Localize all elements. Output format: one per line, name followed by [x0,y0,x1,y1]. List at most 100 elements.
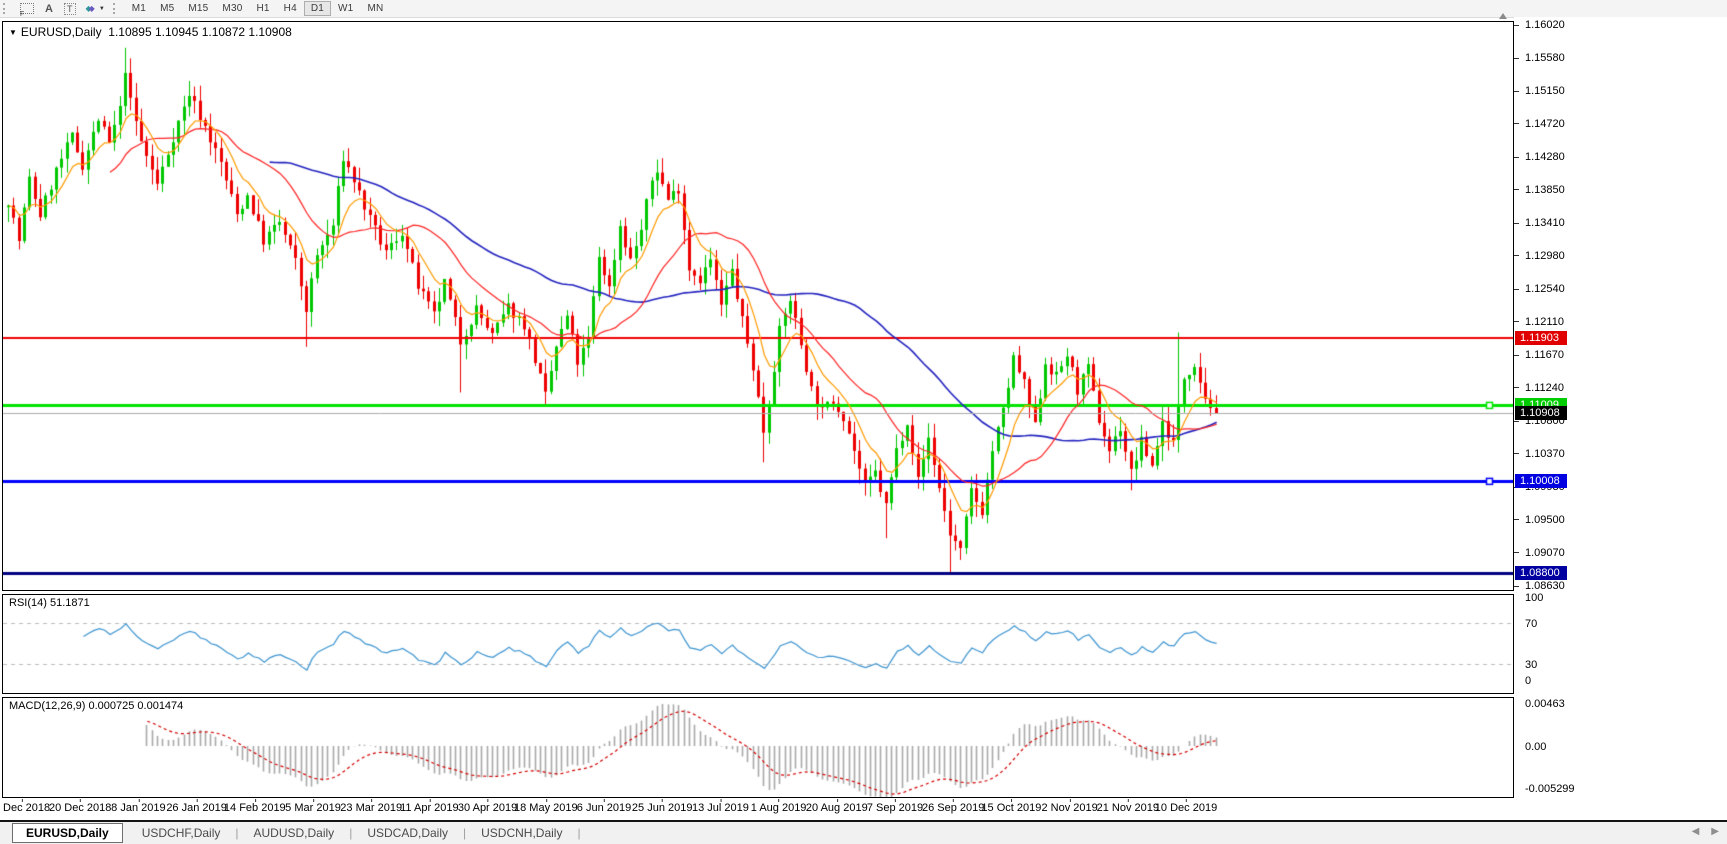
timeframe-toolbar: M1 M5 M15 M30 H1 H4 D1 W1 MN [125,1,391,16]
tab-scroll-left-icon[interactable]: ◀ [1691,826,1700,837]
date-tick-label: 6 Jun 2019 [577,799,631,814]
rsi-indicator-panel: RSI(14) 51.1871 [2,594,1514,694]
price-tick-label: 1.08630 [1514,580,1565,592]
tick-dash [1514,24,1519,26]
text-tool-button[interactable]: A [39,1,59,16]
hline-price-label: 1.08800 [1515,566,1567,581]
timeframe-button-w1[interactable]: W1 [331,1,360,16]
date-tick-label: 1 Aug 2019 [751,799,806,814]
tick-dash [1514,288,1519,290]
toolbar-drag-handle[interactable] [3,3,10,14]
arrows-tool-button[interactable]: ◆◆ ▼ [81,1,110,16]
price-tick-label: 1.09500 [1514,514,1565,526]
tab-scroll-right-icon[interactable]: ▶ [1711,826,1719,837]
chart-title: ▼ EURUSD,Daily 1.10895 1.10945 1.10872 1.… [9,25,292,39]
chart-symbol-label: EURUSD,Daily [20,25,102,39]
date-tick-label: 20 Dec 2018 [49,799,111,814]
bid-price-label: 1.10908 [1515,406,1567,421]
price-tick-label: 1.12540 [1514,283,1565,295]
price-tick-label: 1.12980 [1514,250,1565,262]
tick-dash [1514,420,1519,422]
candlestick-chart[interactable] [3,22,1513,590]
tick-dash [1514,453,1519,455]
chart-tab-eurusd[interactable]: EURUSD,Daily [12,823,123,843]
chart-ohlc-values: 1.10895 1.10945 1.10872 1.10908 [108,25,292,39]
macd-tick-label: 0.00463 [1525,698,1565,710]
chart-tab-usdcnh[interactable]: USDCNH,Daily [481,826,563,840]
timeframe-button-h1[interactable]: H1 [249,1,276,16]
price-tick-label: 1.11670 [1514,349,1564,361]
tick-dash [1514,222,1519,224]
macd-tick-label: 0.00 [1525,741,1547,753]
chart-tab-usdcad[interactable]: USDCAD,Daily [367,826,448,840]
timeframe-button-d1[interactable]: D1 [303,1,332,16]
chart-menu-arrow-icon[interactable]: ▼ [9,28,17,37]
hline-price-label: 1.11903 [1515,330,1567,345]
price-tick-label: 1.11240 [1514,382,1564,394]
text-label-tool-button[interactable]: T [59,1,81,16]
tab-separator: | [463,826,467,840]
price-tick-label: 1.12110 [1514,316,1564,328]
tick-dash [1514,189,1519,191]
tick-dash [1514,321,1519,323]
price-tick-label: 1.16020 [1514,19,1565,31]
date-tick-label: 13 Jul 2019 [692,799,749,814]
price-tick-label: 1.14720 [1514,118,1565,130]
timeframe-button-m1[interactable]: M1 [125,1,153,16]
chart-tab-audusd[interactable]: AUDUSD,Daily [253,826,335,840]
rsi-label: RSI(14) 51.1871 [9,597,90,609]
tick-dash [1514,354,1519,356]
price-tick-label: 1.10370 [1514,448,1565,460]
date-tick-label: 7 Sep 2019 [867,799,923,814]
toolbar-drag-handle[interactable] [112,3,120,14]
date-tick-label: 2 Nov 2019 [1041,799,1098,814]
timeframe-button-mn[interactable]: MN [360,1,390,16]
date-tick-label: 5 Mar 2019 [285,799,341,814]
timeframe-button-m15[interactable]: M15 [181,1,215,16]
chart-tab-bar: EURUSD,Daily USDCHF,Daily | AUDUSD,Daily | US… [0,820,1727,844]
price-chart-panel: ▼ EURUSD,Daily 1.10895 1.10945 1.10872 1.… [2,21,1514,591]
timeframe-button-h4[interactable]: H4 [277,1,304,16]
date-tick-label: 20 Aug 2019 [806,799,868,814]
price-tick-label: 1.13850 [1514,184,1565,196]
tick-dash [1514,255,1519,257]
tab-separator: | [235,826,239,840]
tick-dash [1514,387,1519,389]
tick-dash [1514,90,1519,92]
text-label-icon: T [64,2,76,15]
tick-dash [1514,519,1519,521]
price-tick-label: 1.13410 [1514,217,1565,229]
macd-indicator-panel: MACD(12,26,9) 0.000725 0.001474 [2,697,1514,798]
tick-dash [1514,552,1519,554]
tab-separator: | [577,826,581,840]
dropdown-caret-icon[interactable]: ▼ [98,5,105,12]
fibonacci-tool-button[interactable]: F [15,1,39,18]
macd-tick-label: -0.005299 [1525,783,1575,795]
date-tick-label: 30 Apr 2019 [458,799,517,814]
macd-label: MACD(12,26,9) 0.000725 0.001474 [9,700,184,712]
timeframe-button-m30[interactable]: M30 [215,1,249,16]
tab-scroll-arrows: ◀ ▶ [1692,826,1719,837]
text-icon: A [45,2,53,15]
tick-dash [1514,156,1519,158]
macd-chart[interactable] [3,698,1513,797]
line-studies-toolbar: F A T ◆◆ ▼ [15,1,110,18]
chart-shift-marker-icon[interactable] [1499,13,1507,19]
toolbar: F A T ◆◆ ▼ M1 M5 M15 M30 H1 H4 D1 W1 MN [0,0,1727,18]
chart-tab-usdchf[interactable]: USDCHF,Daily [141,826,221,840]
chart-tabs: EURUSD,Daily USDCHF,Daily | AUDUSD,Daily | US… [12,823,583,843]
price-tick-label: 1.09070 [1514,547,1565,559]
fibonacci-icon: F [20,3,34,18]
date-tick-label: 21 Nov 2019 [1097,799,1159,814]
date-tick-label: 1 Dec 2018 [0,799,50,814]
date-tick-label: 15 Oct 2019 [981,799,1041,814]
rsi-chart[interactable] [3,595,1513,693]
date-tick-label: 26 Jan 2019 [166,799,227,814]
date-tick-label: 26 Sep 2019 [922,799,984,814]
price-axis[interactable]: 1.16020 1.15580 1.15150 1.14720 1.14280 1.138… [1514,17,1727,820]
timeframe-button-m5[interactable]: M5 [153,1,181,16]
price-tick-label: 1.14280 [1514,151,1565,163]
date-tick-label: 8 Jan 2019 [111,799,166,814]
